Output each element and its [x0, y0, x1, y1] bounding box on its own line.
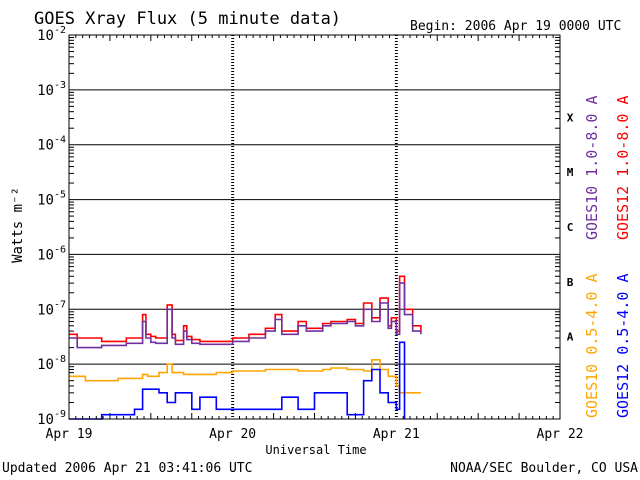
y-tick-label: 10-6 [37, 244, 66, 263]
chart-title: GOES Xray Flux (5 minute data) [34, 9, 341, 29]
y-tick-label: 10-7 [37, 299, 66, 318]
y-tick-label: 10-8 [37, 354, 66, 373]
y-tick-label: 10-5 [37, 190, 66, 209]
x-tick-label: Apr 22 [537, 427, 584, 442]
y-tick-label: 10-4 [37, 135, 66, 154]
y-tick-labels: 10-9 10-8 10-7 10-6 10-5 10-4 10-3 10-2 [37, 25, 66, 428]
credit-text: NOAA/SEC Boulder, CO USA [450, 461, 638, 476]
begin-label: Begin: 2006 Apr 19 0000 UTC [410, 19, 621, 34]
legend-entry: GOES10 1.0-8.0 A [583, 96, 601, 241]
series-line-3 [69, 341, 406, 420]
flare-class-x: X [567, 111, 574, 124]
flare-class-labels: A B C M X [567, 111, 574, 343]
flare-class-b: B [567, 276, 574, 289]
flare-class-m: M [567, 166, 574, 179]
x-tick-labels: Apr 19 Apr 20 Apr 21 Apr 22 [46, 427, 584, 442]
y-tick-label: 10-3 [37, 80, 66, 99]
series-line-1 [69, 282, 422, 349]
flare-class-c: C [567, 221, 574, 234]
flare-class-a: A [567, 331, 574, 344]
x-axis-label: Universal Time [265, 443, 366, 457]
updated-timestamp: Updated 2006 Apr 21 03:41:06 UTC [2, 461, 252, 476]
legend-entry: GOES10 0.5-4.0 A [583, 274, 601, 419]
legend: GOES10 1.0-8.0 A GOES12 1.0-8.0 A GOES10 0… [583, 96, 632, 419]
x-tick-label: Apr 21 [373, 427, 420, 442]
y-tick-label: 10-9 [37, 409, 66, 428]
series-line-2 [69, 359, 421, 394]
plot-frame [68, 34, 561, 420]
y-axis-label: Watts m⁻² [10, 187, 26, 263]
y-tick-label: 10-2 [37, 25, 66, 44]
legend-entry: GOES12 1.0-8.0 A [614, 96, 632, 241]
series-lines [69, 275, 422, 420]
legend-entry: GOES12 0.5-4.0 A [614, 274, 632, 419]
horizontal-grid [69, 89, 560, 365]
axis-ticks [69, 35, 560, 419]
x-tick-label: Apr 20 [209, 427, 256, 442]
x-tick-label: Apr 19 [46, 427, 93, 442]
